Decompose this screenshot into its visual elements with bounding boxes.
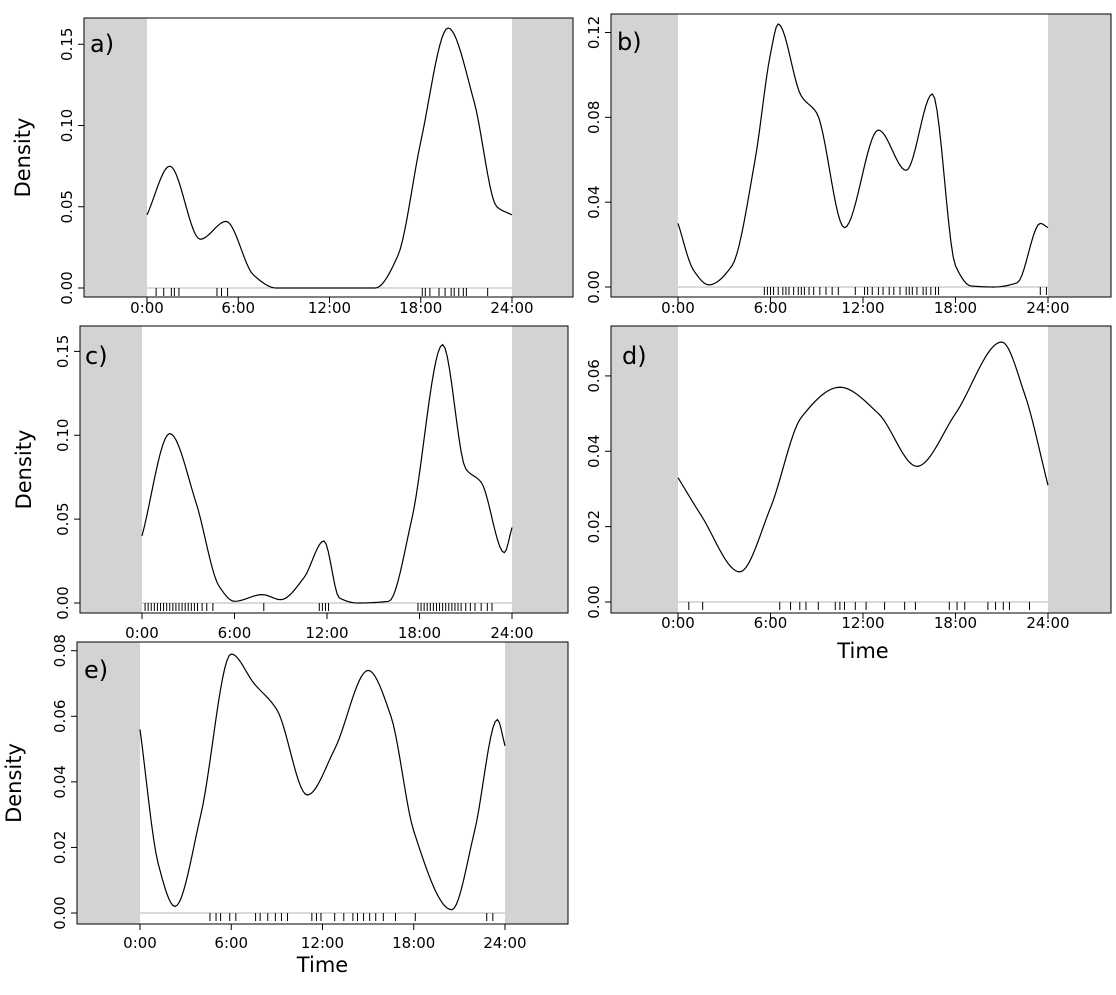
- x-tick-label: 24:00: [1026, 614, 1069, 632]
- y-axis-title: Density: [11, 118, 35, 198]
- plot-frame: [83, 17, 574, 298]
- x-tick-label: 0:00: [661, 299, 695, 317]
- plot-frame: [79, 325, 569, 614]
- plot-frame: [610, 13, 1112, 298]
- panel-label: c): [85, 342, 108, 370]
- shade-right: [1048, 14, 1111, 297]
- plot-area: [84, 18, 573, 297]
- y-tick-label: 0.12: [585, 16, 603, 49]
- panel-d: 0:00 6:00 12:00 18:00 24:00 0.00 0.02 0.04 0.06 d…: [585, 325, 1112, 663]
- y-tick-label: 0.06: [585, 359, 603, 392]
- shade-left: [80, 326, 142, 613]
- y-tick-label: 0.00: [51, 896, 69, 929]
- y-tick-label: 0.04: [585, 435, 603, 468]
- y-tick-label: 0.00: [58, 271, 76, 304]
- plot-frame: [610, 325, 1112, 614]
- panel-label: d): [622, 342, 647, 370]
- x-tick-label: 18:00: [399, 299, 442, 317]
- density-curve: [677, 341, 1049, 573]
- y-tick-label: 0.02: [585, 510, 603, 543]
- y-tick-label: 0.08: [51, 634, 69, 667]
- y-tick-label: 0.10: [54, 419, 72, 452]
- x-tick-label: 24:00: [1026, 299, 1069, 317]
- x-tick-label: 12:00: [308, 299, 351, 317]
- y-tick-label: 0.00: [585, 270, 603, 303]
- x-tick-label: 6:00: [218, 624, 252, 642]
- x-tick-label: 0:00: [130, 299, 164, 317]
- density-curve: [146, 27, 513, 289]
- shade-right: [505, 642, 568, 924]
- x-tick-label: 0:00: [125, 624, 159, 642]
- x-axis-title: Time: [296, 953, 348, 977]
- y-tick-label: 0.15: [58, 28, 76, 61]
- plot-area: [80, 326, 568, 613]
- panel-label: e): [84, 656, 108, 684]
- x-tick-label: 6:00: [221, 299, 255, 317]
- y-tick-label: 0.04: [585, 185, 603, 218]
- x-tick-label: 18:00: [398, 624, 441, 642]
- y-tick-label: 0.00: [585, 585, 603, 618]
- panel-label: a): [90, 30, 114, 58]
- density-curve: [141, 343, 513, 604]
- panel-c: 0:00 6:00 12:00 18:00 24:00 0.00 0.05 0.10 0.15 c…: [12, 325, 569, 642]
- density-curve: [139, 653, 506, 911]
- plot-area: [77, 642, 568, 924]
- shade-left: [77, 642, 140, 924]
- plot-area: [611, 14, 1111, 297]
- x-tick-label: 24:00: [490, 299, 533, 317]
- y-axis-title: Density: [2, 743, 26, 823]
- y-tick-label: 0.08: [585, 101, 603, 134]
- x-axis-title: Time: [836, 639, 888, 663]
- x-tick-label: 12:00: [305, 624, 348, 642]
- panel-a: 0:00 6:00 12:00 18:00 24:00 0.00 0.05 0.10 0.15 a…: [11, 17, 574, 317]
- plot-area: [611, 326, 1111, 613]
- shade-left: [611, 326, 678, 613]
- y-tick-label: 0.05: [54, 502, 72, 535]
- x-tick-label: 6:00: [754, 614, 788, 632]
- x-tick-label: 12:00: [841, 614, 884, 632]
- y-tick-label: 0.05: [58, 190, 76, 223]
- x-tick-label: 18:00: [392, 934, 435, 952]
- x-tick-label: 12:00: [841, 299, 884, 317]
- panel-b: 0:00 6:00 12:00 18:00 24:00 0.00 0.04 0.08 0.12 b…: [585, 13, 1112, 317]
- x-tick-label: 18:00: [934, 614, 977, 632]
- y-tick-label: 0.02: [51, 831, 69, 864]
- y-tick-label: 0.00: [54, 586, 72, 619]
- panel-label: b): [617, 28, 642, 56]
- x-tick-label: 0:00: [661, 614, 695, 632]
- y-tick-label: 0.06: [51, 700, 69, 733]
- shade-right: [512, 326, 568, 613]
- x-tick-label: 12:00: [301, 934, 344, 952]
- x-tick-label: 0:00: [123, 934, 157, 952]
- y-tick-label: 0.10: [58, 109, 76, 142]
- density-curve: [677, 23, 1049, 288]
- panel-e: 0:00 6:00 12:00 18:00 24:00 0.00 0.02 0.04 0.06 0…: [2, 634, 569, 977]
- shade-right: [512, 18, 573, 297]
- shade-right: [1048, 326, 1111, 613]
- x-tick-label: 6:00: [754, 299, 788, 317]
- x-tick-label: 24:00: [490, 624, 533, 642]
- y-tick-label: 0.04: [51, 765, 69, 798]
- x-tick-label: 18:00: [934, 299, 977, 317]
- x-tick-label: 6:00: [214, 934, 248, 952]
- y-tick-label: 0.15: [54, 335, 72, 368]
- shade-left: [84, 18, 147, 297]
- y-axis-title: Density: [12, 430, 36, 510]
- x-tick-label: 24:00: [483, 934, 526, 952]
- shade-left: [611, 14, 678, 297]
